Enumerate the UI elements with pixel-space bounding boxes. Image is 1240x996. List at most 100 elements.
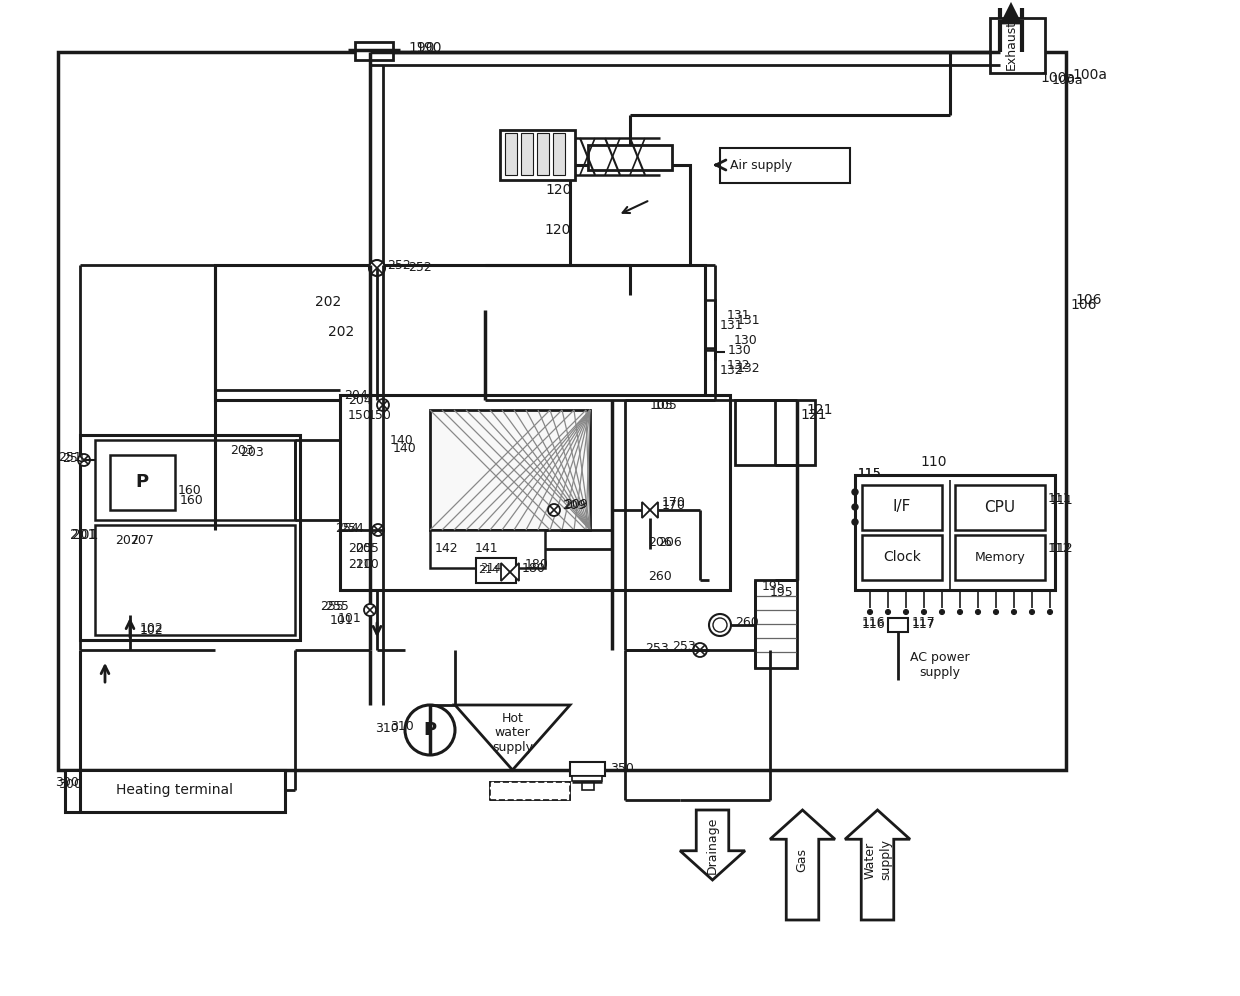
Bar <box>694 355 706 393</box>
Text: Memory: Memory <box>975 551 1025 564</box>
Text: 112: 112 <box>1050 542 1074 555</box>
Circle shape <box>365 604 376 616</box>
Bar <box>515 355 525 393</box>
Bar <box>340 395 730 590</box>
Bar <box>720 148 849 183</box>
Circle shape <box>957 610 962 615</box>
Bar <box>646 305 657 343</box>
Bar <box>490 782 570 800</box>
Text: 202: 202 <box>315 295 341 309</box>
Bar <box>490 355 501 393</box>
Text: Water
supply: Water supply <box>864 840 892 880</box>
Text: 260: 260 <box>649 571 672 584</box>
Bar <box>538 355 549 393</box>
Text: 190: 190 <box>415 41 441 55</box>
Circle shape <box>885 610 890 615</box>
Polygon shape <box>770 810 835 920</box>
Text: 111: 111 <box>1048 491 1071 505</box>
Text: 206: 206 <box>658 537 682 550</box>
Bar <box>682 355 693 393</box>
Text: 207: 207 <box>115 534 139 547</box>
Bar <box>610 355 621 393</box>
Text: 117: 117 <box>911 619 936 631</box>
Text: 300: 300 <box>55 777 79 790</box>
Text: 116: 116 <box>862 619 885 631</box>
Bar <box>658 355 670 393</box>
Bar <box>598 355 609 393</box>
Bar <box>755 580 797 668</box>
Bar <box>502 355 513 393</box>
Bar <box>485 300 715 348</box>
Circle shape <box>904 610 909 615</box>
Text: 100a: 100a <box>1052 74 1084 87</box>
Bar <box>856 475 1055 590</box>
Bar <box>588 145 672 170</box>
Bar <box>888 618 908 632</box>
Bar <box>634 355 645 393</box>
Text: 300: 300 <box>58 779 82 792</box>
Text: 210: 210 <box>355 559 378 572</box>
Text: 180: 180 <box>525 559 549 572</box>
Text: 132: 132 <box>737 362 760 374</box>
Text: 102: 102 <box>140 623 164 636</box>
Text: 170: 170 <box>662 499 686 512</box>
Bar <box>551 355 560 393</box>
Bar <box>670 305 681 343</box>
Bar <box>587 305 596 343</box>
Text: 195: 195 <box>763 580 786 593</box>
Text: P: P <box>135 473 149 491</box>
Bar <box>553 133 565 175</box>
Bar <box>110 455 175 510</box>
Bar <box>622 355 632 393</box>
Text: 106: 106 <box>1070 298 1096 312</box>
Bar <box>574 355 585 393</box>
Text: 254: 254 <box>340 522 363 535</box>
Circle shape <box>852 519 858 525</box>
Text: 105: 105 <box>650 398 673 411</box>
Text: 140: 140 <box>393 441 417 454</box>
Bar <box>430 410 590 530</box>
Bar <box>64 770 285 812</box>
Bar <box>955 535 1045 580</box>
Text: 121: 121 <box>800 408 827 422</box>
Circle shape <box>1029 610 1034 615</box>
Text: 121: 121 <box>806 403 832 417</box>
Text: 142: 142 <box>435 542 459 555</box>
Circle shape <box>377 399 389 411</box>
Text: P: P <box>423 721 436 739</box>
Text: 207: 207 <box>130 534 154 547</box>
Bar <box>694 305 706 343</box>
Polygon shape <box>680 810 745 880</box>
Bar <box>862 535 942 580</box>
Bar <box>526 355 537 393</box>
Circle shape <box>940 610 945 615</box>
Bar <box>634 305 645 343</box>
Circle shape <box>1012 610 1017 615</box>
Text: 252: 252 <box>408 261 432 274</box>
Text: 252: 252 <box>387 259 410 272</box>
Text: 254: 254 <box>335 522 358 535</box>
Text: 110: 110 <box>920 455 946 469</box>
Text: 255: 255 <box>320 601 343 614</box>
Text: 310: 310 <box>374 721 399 734</box>
Text: 201: 201 <box>72 528 98 542</box>
Text: 116: 116 <box>862 617 885 629</box>
Circle shape <box>370 260 384 276</box>
Bar <box>500 130 575 180</box>
Text: 150: 150 <box>368 408 392 421</box>
Text: 101: 101 <box>330 614 353 626</box>
Text: 206: 206 <box>649 537 672 550</box>
Bar <box>490 782 570 800</box>
Text: 132: 132 <box>727 359 750 372</box>
Text: 210: 210 <box>348 559 372 572</box>
Bar <box>355 42 393 60</box>
Text: 180: 180 <box>522 562 546 575</box>
Text: 204: 204 <box>343 388 368 401</box>
Circle shape <box>921 610 926 615</box>
Text: 141: 141 <box>475 542 498 555</box>
Text: 160: 160 <box>179 483 202 496</box>
Circle shape <box>852 504 858 510</box>
Text: 214: 214 <box>480 563 501 573</box>
Bar <box>862 485 942 530</box>
Text: Gas: Gas <box>796 848 808 872</box>
